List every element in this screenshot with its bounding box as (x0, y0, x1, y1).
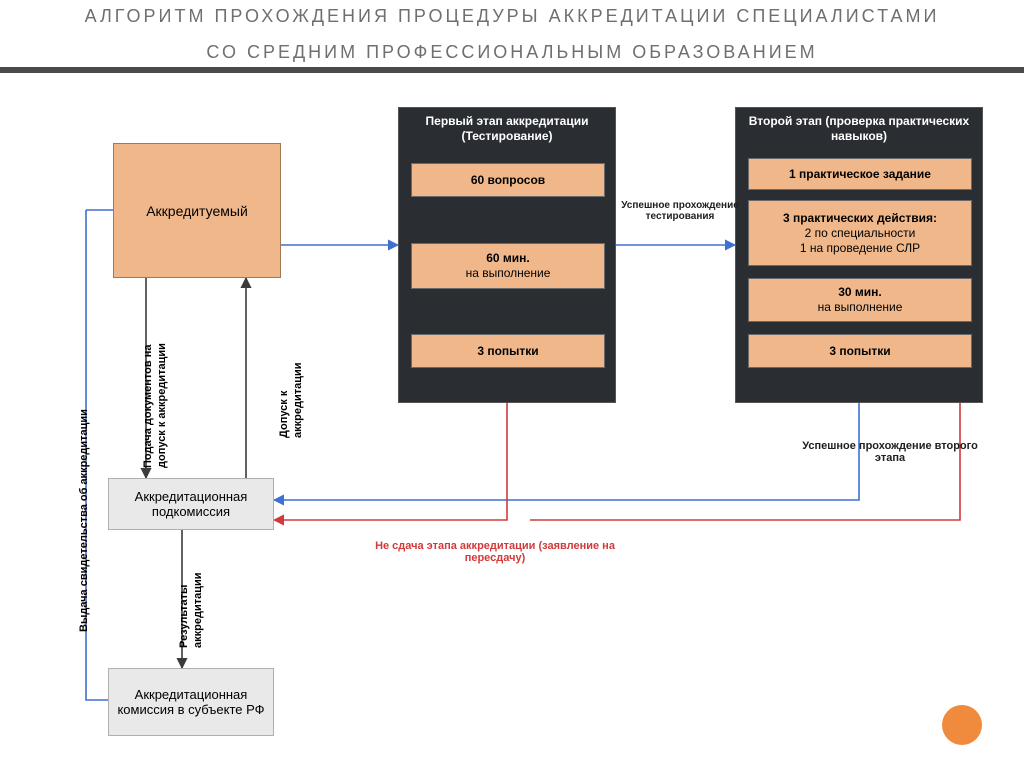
card-sub: 1 на проведение СЛР (800, 241, 920, 256)
panel-stage1-header: Первый этап аккредитации (Тестирование) (399, 114, 615, 144)
vlabel-submit-docs-2: допуск к аккредитации (156, 343, 168, 468)
vlabel-results: Результаты (178, 585, 190, 648)
node-subcommittee-label: Аккредитационная подкомиссия (115, 489, 267, 519)
card-stage1-0: 60 вопросов (411, 163, 605, 197)
card-bold: 1 практическое задание (789, 167, 931, 182)
card-stage2-3: 3 попытки (748, 334, 972, 368)
panel-stage2: Второй этап (проверка практических навык… (735, 107, 983, 403)
label-fail: Не сдача этапа аккредитации (заявление н… (355, 540, 635, 564)
page-title-line1: АЛГОРИТМ ПРОХОЖДЕНИЯ ПРОЦЕДУРЫ АККРЕДИТА… (0, 6, 1024, 27)
card-bold: 30 мин. (838, 285, 882, 300)
node-subcommittee: Аккредитационная подкомиссия (108, 478, 274, 530)
card-stage1-1: 60 мин.на выполнение (411, 243, 605, 289)
vlabel-results-2: аккредитации (192, 572, 204, 648)
card-bold: 3 практических действия: (783, 211, 937, 226)
node-accredited-label: Аккредитуемый (146, 203, 248, 219)
node-committee-label: Аккредитационная комиссия в субъекте РФ (115, 687, 267, 717)
vlabel-submit-docs: Подача документов на (142, 345, 154, 469)
card-stage2-2: 30 мин.на выполнение (748, 278, 972, 322)
card-sub: на выполнение (466, 266, 551, 281)
card-bold: 60 мин. (486, 251, 530, 266)
vlabel-admit-2: аккредитации (292, 362, 304, 438)
card-stage2-0: 1 практическое задание (748, 158, 972, 190)
page-title-line2: СО СРЕДНИМ ПРОФЕССИОНАЛЬНЫМ ОБРАЗОВАНИЕМ (0, 42, 1024, 63)
label-success-test: Успешное прохождение тестирования (620, 200, 740, 222)
label-success-stage2: Успешное прохождение второго этапа (800, 440, 980, 464)
node-accredited: Аккредитуемый (113, 143, 281, 278)
card-bold: 3 попытки (477, 344, 538, 359)
title-separator (0, 67, 1024, 73)
accent-dot-icon (942, 705, 982, 745)
card-stage1-2: 3 попытки (411, 334, 605, 368)
vlabel-admit: Допуск к (278, 391, 290, 438)
card-bold: 3 попытки (829, 344, 890, 359)
node-committee: Аккредитационная комиссия в субъекте РФ (108, 668, 274, 736)
vlabel-issue-cert: Выдача свидетельства об аккредитации (78, 409, 90, 632)
card-bold: 60 вопросов (471, 173, 545, 188)
card-stage2-1: 3 практических действия:2 по специальнос… (748, 200, 972, 266)
card-sub: 2 по специальности (805, 226, 916, 241)
card-sub: на выполнение (818, 300, 903, 315)
panel-stage1: Первый этап аккредитации (Тестирование) … (398, 107, 616, 403)
panel-stage2-header: Второй этап (проверка практических навык… (736, 114, 982, 144)
